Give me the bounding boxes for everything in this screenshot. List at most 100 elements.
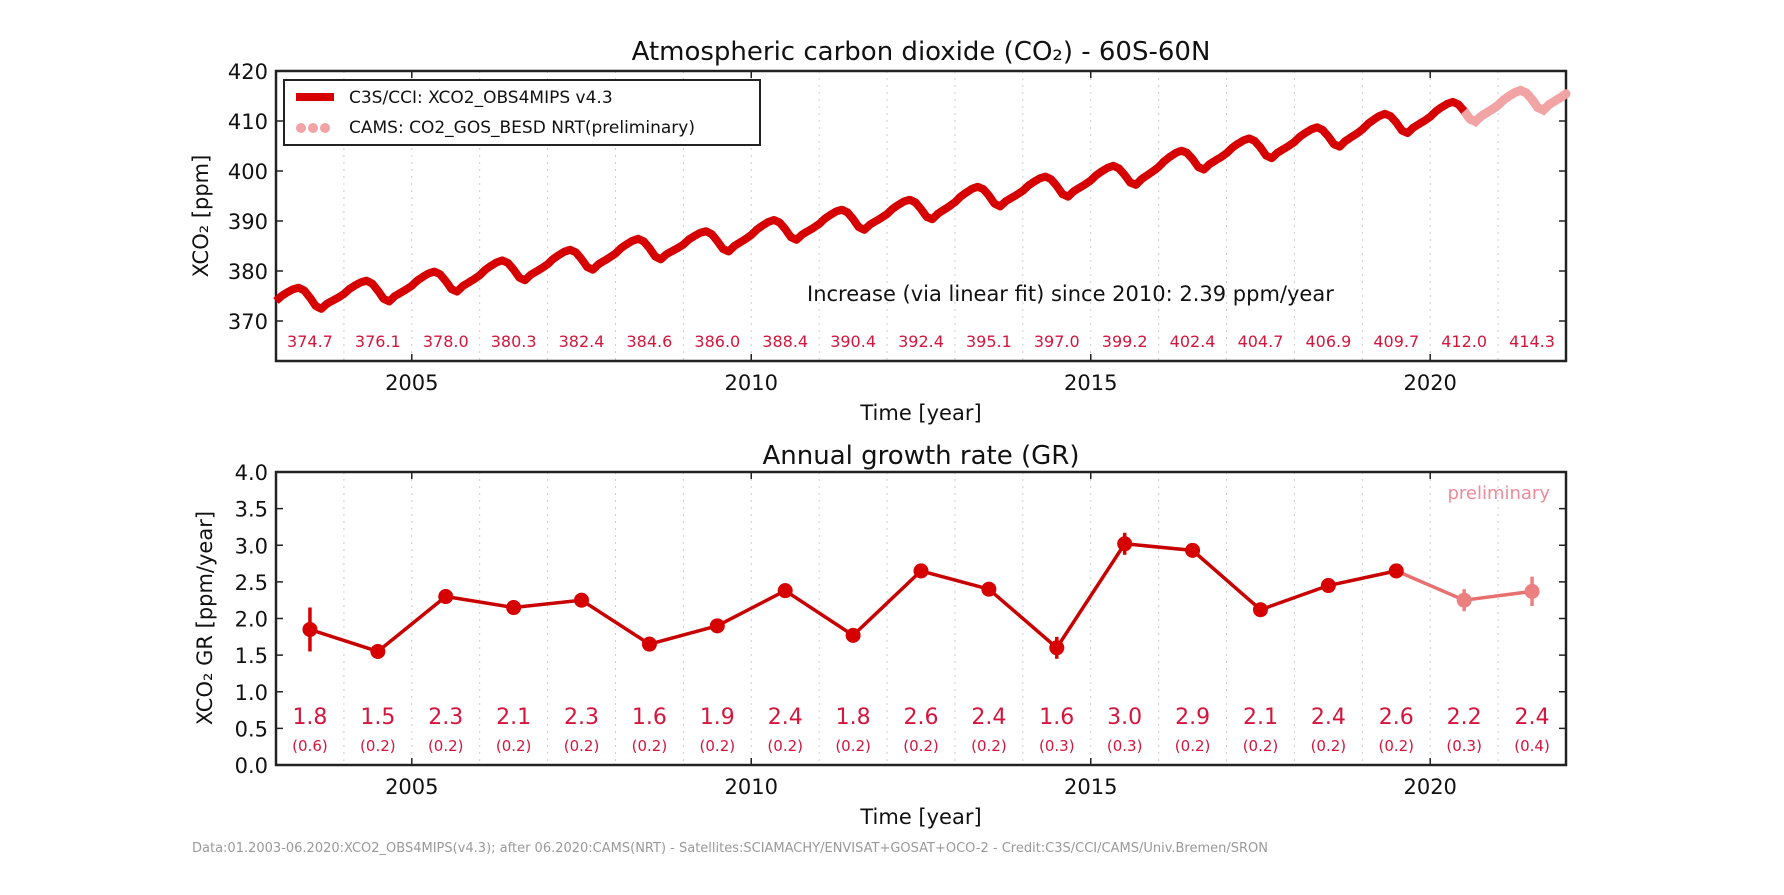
growth-rate-error-label: (0.2) — [632, 737, 668, 755]
growth-rate-point — [1320, 578, 1336, 594]
growth-rate-segment — [580, 598, 651, 646]
growth-rate-value-label: 2.4 — [971, 705, 1006, 730]
growth-rate-error-label: (0.4) — [1514, 737, 1550, 755]
annual-mean-label: 386.0 — [694, 332, 740, 351]
top-y-tick-label: 420 — [228, 60, 268, 84]
growth-rate-error-label: (0.2) — [428, 737, 464, 755]
bottom-y-tick-label: 1.5 — [235, 644, 268, 668]
top-x-tick-label: 2005 — [385, 371, 438, 395]
annual-mean-label: 390.4 — [830, 332, 876, 351]
c3s-cci-series-line — [273, 97, 1468, 313]
top-y-tick-label: 370 — [228, 310, 268, 334]
top-plot-frame — [274, 69, 1568, 363]
growth-rate-segment — [1124, 542, 1193, 553]
growth-rate-segment — [648, 624, 718, 646]
annual-mean-label: 378.0 — [423, 332, 469, 351]
growth-rate-value-label: 1.6 — [632, 705, 667, 730]
growth-rate-chart: Annual growth rate (GR) Time [year] XCO₂… — [193, 441, 1568, 829]
data-credit-footer: Data:01.2003-06.2020:XCO2_OBS4MIPS(v4.3)… — [192, 841, 1268, 856]
annual-mean-label: 392.4 — [898, 332, 944, 351]
cams-nrt-series-line — [1459, 85, 1571, 128]
annual-mean-label: 380.3 — [491, 332, 537, 351]
bottom-y-tick-label: 4.0 — [235, 461, 268, 485]
growth-rate-value-label: 1.8 — [836, 705, 871, 730]
growth-rate-segment — [920, 569, 990, 591]
growth-rate-value-label: 2.4 — [1515, 705, 1550, 730]
bottom-y-tick-label: 2.5 — [235, 571, 268, 595]
annual-mean-label: 406.9 — [1305, 332, 1351, 351]
growth-rate-point — [574, 592, 590, 608]
growth-rate-error-label: (0.2) — [971, 737, 1007, 755]
bottom-y-tick-label: 3.0 — [235, 534, 268, 558]
top-y-axis-label: XCO₂ [ppm] — [189, 155, 213, 278]
annual-mean-label: 412.0 — [1441, 332, 1487, 351]
growth-rate-value-label: 1.5 — [360, 705, 395, 730]
growth-rate-value-label: 2.1 — [496, 705, 531, 730]
legend-box — [283, 79, 761, 146]
annual-mean-label: 382.4 — [559, 332, 605, 351]
growth-rate-segment — [1327, 569, 1397, 588]
bottom-y-tick-label: 3.5 — [235, 498, 268, 522]
top-x-tick-label: 2015 — [1064, 371, 1117, 395]
annual-mean-label: 399.2 — [1102, 332, 1148, 351]
bottom-x-tick-label: 2020 — [1403, 775, 1456, 799]
legend-swatch-cams-marker — [320, 123, 330, 133]
growth-rate-segment — [987, 587, 1058, 650]
growth-rate-error-label: (0.2) — [564, 737, 600, 755]
growth-rate-error-label: (0.2) — [496, 737, 532, 755]
growth-rate-value-label: 2.3 — [564, 705, 599, 730]
bottom-y-tick-label: 0.0 — [235, 754, 268, 778]
growth-rate-segment — [1259, 583, 1329, 612]
growth-rate-value-label: 2.4 — [768, 705, 803, 730]
annual-mean-label: 397.0 — [1034, 332, 1080, 351]
annual-mean-label: 376.1 — [355, 332, 401, 351]
legend-label-cams: CAMS: CO2_GOS_BESD NRT(preliminary) — [349, 118, 695, 138]
annual-mean-label: 374.7 — [287, 332, 333, 351]
growth-rate-value-label: 2.2 — [1447, 705, 1482, 730]
growth-rate-value-label: 2.1 — [1243, 705, 1278, 730]
growth-rate-error-label: (0.2) — [767, 737, 803, 755]
growth-rate-segment — [1463, 589, 1533, 602]
annual-mean-label: 409.7 — [1373, 332, 1419, 351]
growth-rate-error-label: (0.2) — [1175, 737, 1211, 755]
growth-rate-point — [1388, 563, 1404, 579]
growth-rate-point — [913, 563, 929, 579]
growth-rate-error-label: (0.6) — [292, 737, 328, 755]
bottom-x-axis-label: Time [year] — [859, 805, 981, 829]
growth-rate-segment — [445, 594, 514, 610]
bottom-chart-title: Annual growth rate (GR) — [763, 441, 1080, 471]
growth-rate-error-label: (0.2) — [1243, 737, 1279, 755]
legend-label-c3s-cci: C3S/CCI: XCO2_OBS4MIPS v4.3 — [349, 88, 613, 108]
annual-mean-label: 388.4 — [762, 332, 808, 351]
co2-concentration-chart: Atmospheric carbon dioxide (CO₂) - 60S-6… — [189, 37, 1571, 425]
preliminary-annotation: preliminary — [1447, 483, 1550, 504]
annual-mean-label: 404.7 — [1238, 332, 1284, 351]
growth-rate-segment — [716, 589, 787, 628]
growth-rate-point — [438, 589, 454, 605]
growth-rate-point — [709, 618, 725, 634]
growth-rate-point — [370, 643, 386, 659]
growth-rate-point — [641, 636, 657, 652]
growth-rate-point — [777, 583, 793, 599]
growth-rate-point — [1456, 592, 1472, 608]
growth-rate-value-label: 3.0 — [1107, 705, 1142, 730]
growth-rate-point — [1049, 640, 1065, 656]
growth-rate-point — [506, 600, 522, 616]
growth-rate-error-label: (0.2) — [1378, 737, 1414, 755]
growth-rate-value-label: 1.6 — [1039, 705, 1074, 730]
bottom-x-tick-label: 2015 — [1064, 775, 1117, 799]
bottom-x-tick-label: 2005 — [385, 775, 438, 799]
legend-swatch-cams-marker — [308, 123, 318, 133]
growth-rate-error-label: (0.2) — [835, 737, 871, 755]
growth-rate-segment — [376, 595, 447, 653]
growth-rate-error-label: (0.2) — [903, 737, 939, 755]
growth-rate-point — [1117, 536, 1133, 552]
annual-mean-label: 402.4 — [1170, 332, 1216, 351]
growth-rate-segment — [309, 627, 379, 654]
growth-rate-point — [845, 627, 861, 643]
bottom-y-axis-label: XCO₂ GR [ppm/year] — [193, 511, 217, 725]
legend-swatch-cams-marker — [296, 123, 306, 133]
linear-fit-annotation: Increase (via linear fit) since 2010: 2.… — [807, 282, 1334, 306]
top-x-axis-label: Time [year] — [859, 401, 981, 425]
growth-rate-point — [1524, 583, 1540, 599]
